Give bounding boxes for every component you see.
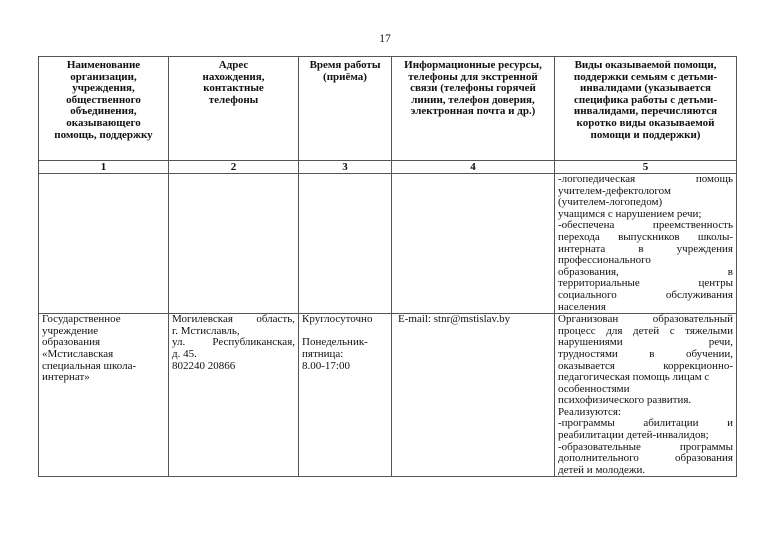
text-line: -логопедическая помощь (558, 173, 733, 185)
text-line: Организован образовательный (558, 313, 733, 326)
text-line: профессионального (558, 254, 651, 267)
text-line: Могилевская область, (172, 313, 295, 326)
text-line: реабилитации детей-инвалидов; (558, 429, 709, 442)
address-cell: Могилевская область, г. Мстиславль, ул. Ре… (168, 313, 299, 478)
text-line: территориальные центры (558, 277, 733, 290)
text-line: -образовательные программы (558, 440, 733, 453)
text-line: Реализуются: (558, 405, 621, 418)
text-line: перехода выпускников школы- (558, 230, 733, 243)
column-number: 3 (298, 160, 392, 174)
text-line: нарушениями речи, (558, 336, 733, 349)
text-line: педагогическая помощь лицам с (558, 371, 710, 384)
text-line: д. 45. (172, 347, 197, 360)
text-line: детей и молодежи. (558, 463, 646, 476)
text-line: оказывается коррекционно- (558, 359, 733, 372)
page-number: 17 (379, 33, 391, 45)
text-line: психофизического развития. (558, 394, 692, 407)
table-row: Государственное учреждение образования «… (38, 313, 737, 478)
text-line: учащимся с нарушением речи; (558, 207, 702, 220)
contacts-cell: E-mail: stnr@mstislav.by (391, 313, 555, 478)
text-line: учителем-дефектологом (558, 184, 671, 197)
support-organizations-table: Наименование организации, учреждения, об… (38, 56, 737, 478)
text-line: образования, в (558, 265, 733, 278)
help-types-cell: -логопедическая помощь учителем-дефектоло… (554, 172, 737, 315)
text-line: Круглосуточно (302, 313, 373, 326)
header-hours: Время работы (приёма) (298, 56, 392, 161)
header-help-types: Виды оказываемой помощи, поддержки семья… (554, 56, 737, 161)
column-number: 4 (391, 160, 555, 174)
text-line: трудностями в обучении, (558, 347, 733, 360)
hours-cell: Круглосуточно Понедельник-пятница: 8.00-17… (298, 313, 392, 478)
text-line: особенностями (558, 382, 630, 395)
text-line: социального обслуживания (558, 288, 733, 301)
text-line: -программы абилитации и (558, 417, 733, 430)
table-row: -логопедическая помощь учителем-дефектоло… (38, 172, 737, 315)
column-number: 5 (554, 160, 737, 174)
header-row: Наименование организации, учреждения, об… (38, 56, 737, 161)
column-number: 1 (38, 160, 169, 174)
text-line: процесс для детей с тяжелыми (558, 324, 733, 337)
column-number: 2 (168, 160, 299, 174)
text-line: 802240 20866 (172, 359, 236, 372)
text-line: дополнительного образования (558, 452, 733, 465)
text-line: -обеспечена преемственность (558, 219, 733, 232)
header-info-resources: Информационные ресурсы, телефоны для экс… (391, 56, 555, 161)
text-line: пятница: (302, 347, 344, 360)
organization-cell: Государственное учреждение образования «… (38, 313, 169, 478)
help-types-cell: Организован образовательный процесс для д… (554, 313, 737, 478)
column-number-row: 1 2 3 4 5 (38, 160, 737, 174)
text-line: ул. Республиканская, (172, 336, 295, 349)
email-link[interactable]: E-mail: stnr@mstislav.by (398, 313, 511, 326)
text-line: населения (558, 300, 606, 313)
text-line: Понедельник- (302, 336, 368, 349)
header-organization: Наименование организации, учреждения, об… (38, 56, 169, 161)
text-line: (учителем-логопедом) (558, 196, 663, 209)
text-line: г. Мстиславль, (172, 324, 240, 337)
header-address: Адрес нахождения, контактные телефоны (168, 56, 299, 161)
text-line: интерната в учреждения (558, 242, 733, 255)
text-line: 8.00-17:00 (302, 359, 350, 372)
